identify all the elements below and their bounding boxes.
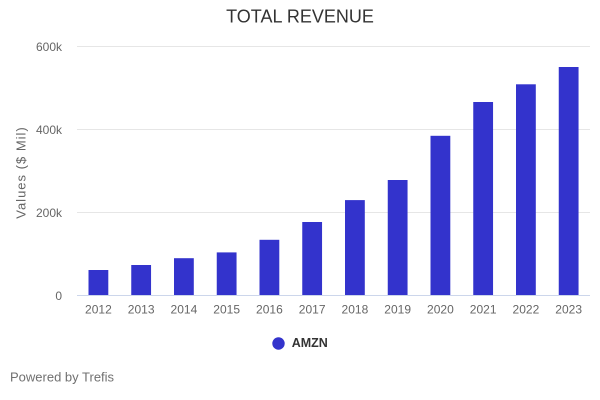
svg-text:2023: 2023 (555, 303, 582, 317)
svg-text:0: 0 (55, 289, 62, 303)
svg-text:Values ($ Mil): Values ($ Mil) (14, 126, 29, 219)
svg-text:2013: 2013 (128, 303, 155, 317)
svg-text:400k: 400k (36, 123, 63, 137)
svg-text:2016: 2016 (256, 303, 283, 317)
svg-text:2014: 2014 (171, 303, 198, 317)
svg-text:2022: 2022 (513, 303, 540, 317)
svg-text:200k: 200k (36, 206, 63, 220)
svg-text:600k: 600k (36, 40, 63, 54)
svg-text:AMZN: AMZN (292, 336, 328, 350)
svg-text:2020: 2020 (427, 303, 454, 317)
svg-text:2021: 2021 (470, 303, 497, 317)
svg-text:2012: 2012 (85, 303, 112, 317)
svg-text:2019: 2019 (384, 303, 411, 317)
svg-text:2018: 2018 (342, 303, 369, 317)
svg-text:Powered by Trefis: Powered by Trefis (10, 370, 115, 385)
svg-text:2017: 2017 (299, 303, 326, 317)
svg-text:TOTAL REVENUE: TOTAL REVENUE (226, 7, 374, 27)
svg-text:2015: 2015 (213, 303, 240, 317)
